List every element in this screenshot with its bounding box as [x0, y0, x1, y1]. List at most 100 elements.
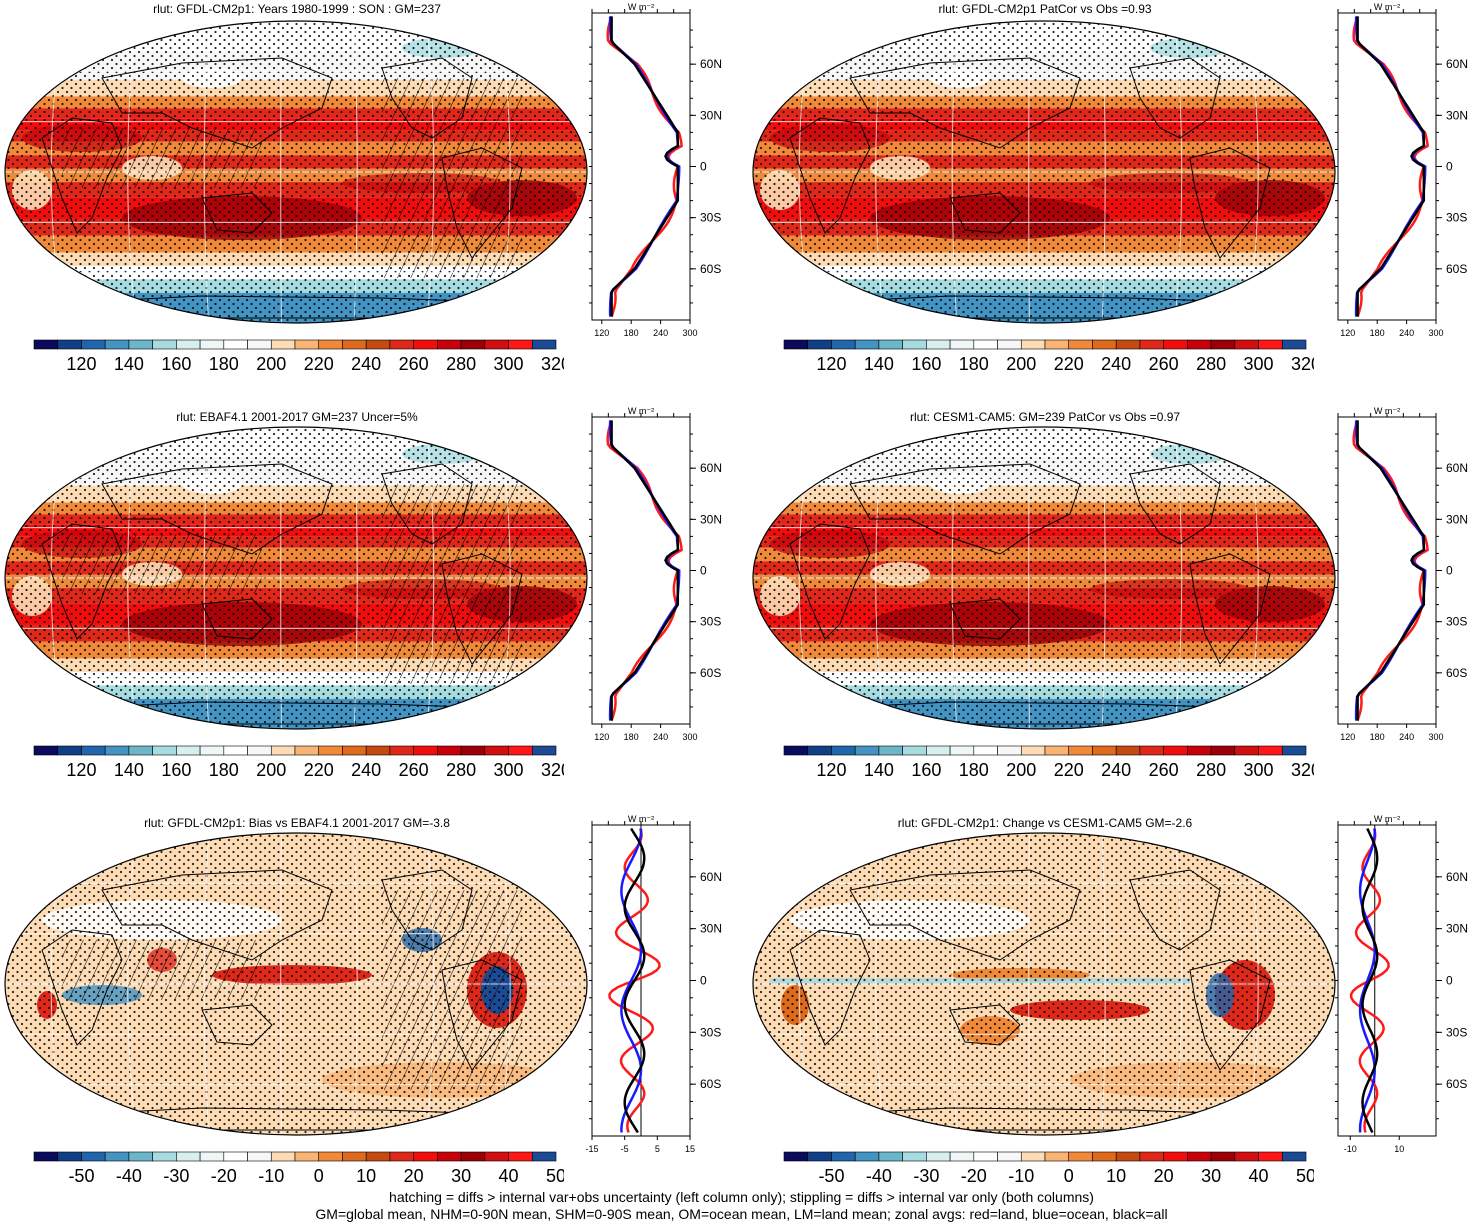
- colorbar-swatch: [176, 339, 201, 350]
- all-series-line: [610, 420, 680, 721]
- panel-title-2: rlut: GFDL-CM2p1 PatCor vs Obs =0.93: [938, 2, 1152, 16]
- hatching: [62, 128, 262, 188]
- colorbar-swatch: [389, 339, 414, 350]
- colorbar-swatch: [973, 339, 998, 350]
- lat-label: 30N: [1446, 922, 1468, 936]
- colorbar-swatch: [1092, 1151, 1117, 1162]
- colorbar-swatch: [1210, 1151, 1236, 1162]
- panel-title-6: rlut: GFDL-CM2p1: Change vs CESM1-CAM5 G…: [897, 816, 1193, 830]
- value-tick-label: 15: [685, 1144, 695, 1154]
- colorbar-label: 320: [541, 354, 564, 374]
- colorbar-swatch: [460, 745, 486, 756]
- colorbar-swatch: [926, 1151, 951, 1162]
- coastline: [789, 117, 871, 234]
- graticule-meridian: [353, 833, 358, 1135]
- colorbar-swatch: [57, 339, 82, 350]
- colorbar-swatch: [318, 745, 343, 756]
- colorbar-label: 180: [959, 760, 989, 780]
- colorbar-label: 200: [1006, 760, 1036, 780]
- graticule-meridian: [203, 21, 210, 323]
- colorbar-swatch: [508, 1151, 533, 1162]
- lat-label: 30N: [700, 512, 722, 526]
- colorbar-swatch: [783, 745, 809, 756]
- colorbar-swatch: [104, 339, 130, 350]
- colorbar-swatch: [1258, 1151, 1283, 1162]
- colorbar-label: 120: [66, 354, 96, 374]
- footer-note-means: GM=global mean, NHM=0-90N mean, SHM=0-90…: [315, 1206, 1168, 1222]
- colorbar-swatch: [318, 1151, 343, 1162]
- colorbar-swatch: [199, 339, 225, 350]
- colorbar-swatch: [57, 745, 82, 756]
- lat-label: 30N: [1446, 512, 1468, 526]
- lat-label: 60S: [1446, 1077, 1467, 1091]
- graticule-meridian: [1028, 833, 1030, 1135]
- coastline: [949, 598, 1021, 640]
- colorbar-swatch: [342, 339, 367, 350]
- coastline: [1129, 57, 1221, 139]
- coastline: [1189, 553, 1271, 665]
- colorbar-label: 20: [1154, 1166, 1174, 1186]
- value-tick-label: 240: [653, 732, 668, 742]
- lat-label: 0: [1446, 974, 1453, 988]
- colorbar-label: 260: [1149, 354, 1179, 374]
- ocean-series-line: [1354, 420, 1427, 721]
- colorbar-swatch: [1139, 745, 1164, 756]
- colorbar-swatch: [997, 745, 1022, 756]
- colorbar-swatch: [1139, 1151, 1164, 1162]
- graticule-meridian: [127, 427, 137, 729]
- colorbar-label: 260: [399, 354, 429, 374]
- colorbar-1: 120 140 160 180 200 220 240 260 280 300 320: [33, 339, 564, 374]
- colorbar-swatch: [247, 745, 272, 756]
- colorbar-label: 160: [911, 354, 941, 374]
- colorbar-swatch: [831, 339, 856, 350]
- graticule-meridian: [1101, 427, 1106, 729]
- zonal-mean-plot-5: W m⁻² 60N 30N 0 30S 60S -15 -5 5 15: [585, 814, 722, 1154]
- colorbar-label: 120: [816, 354, 846, 374]
- colorbar-swatch: [199, 745, 225, 756]
- colorbar-label: -40: [866, 1166, 892, 1186]
- all-series-line: [1356, 420, 1426, 721]
- coastline: [201, 192, 273, 234]
- colorbar-swatch: [1139, 339, 1164, 350]
- panel-title-1: rlut: GFDL-CM2p1: Years 1980-1999 : SON …: [153, 2, 441, 16]
- colorbar-swatch: [878, 339, 903, 350]
- colorbar-swatch: [997, 1151, 1022, 1162]
- colorbar-label: -30: [163, 1166, 189, 1186]
- colorbar-swatch: [1115, 1151, 1141, 1162]
- lat-label: 30S: [700, 211, 721, 225]
- all-series-line: [1361, 827, 1379, 1134]
- coastline: [441, 959, 523, 1071]
- map-panel-2: [752, 20, 1336, 324]
- colorbar-label: 50: [546, 1166, 564, 1186]
- colorbar-swatch: [365, 1151, 391, 1162]
- value-tick-label: 240: [1399, 732, 1414, 742]
- graticule-meridian: [280, 833, 282, 1135]
- lat-label: 60S: [700, 1077, 721, 1091]
- colorbar-label: 280: [1196, 354, 1226, 374]
- footer-note-hatching: hatching = diffs > internal var+obs unce…: [389, 1189, 1094, 1205]
- coastline: [441, 147, 523, 259]
- zonal-unit-label: W m⁻²: [628, 814, 654, 824]
- map-frame: [752, 20, 1336, 324]
- lat-label: 30N: [1446, 108, 1468, 122]
- colorbar-label: 140: [114, 354, 144, 374]
- colorbar-label: -40: [116, 1166, 142, 1186]
- colorbar-swatch: [413, 745, 438, 756]
- panel-title-5: rlut: GFDL-CM2p1: Bias vs EBAF4.1 2001-2…: [144, 816, 450, 830]
- colorbar-label: 220: [1054, 760, 1084, 780]
- zonal-unit-label: W m⁻²: [1374, 814, 1400, 824]
- value-tick-label: -5: [621, 1144, 629, 1154]
- colorbar-swatch: [1163, 339, 1188, 350]
- lat-label: 30N: [700, 922, 722, 936]
- lat-label: 60S: [1446, 262, 1467, 276]
- colorbar-swatch: [484, 745, 509, 756]
- lat-label: 60N: [1446, 461, 1468, 475]
- coastline: [1129, 463, 1221, 545]
- colorbar-label: 300: [1244, 354, 1274, 374]
- colorbar-swatch: [484, 339, 509, 350]
- colorbar-label: 140: [114, 760, 144, 780]
- colorbar-label: 320: [1291, 760, 1314, 780]
- colorbar-swatch: [783, 339, 809, 350]
- colorbar-swatch: [902, 339, 927, 350]
- colorbar-swatch: [854, 339, 880, 350]
